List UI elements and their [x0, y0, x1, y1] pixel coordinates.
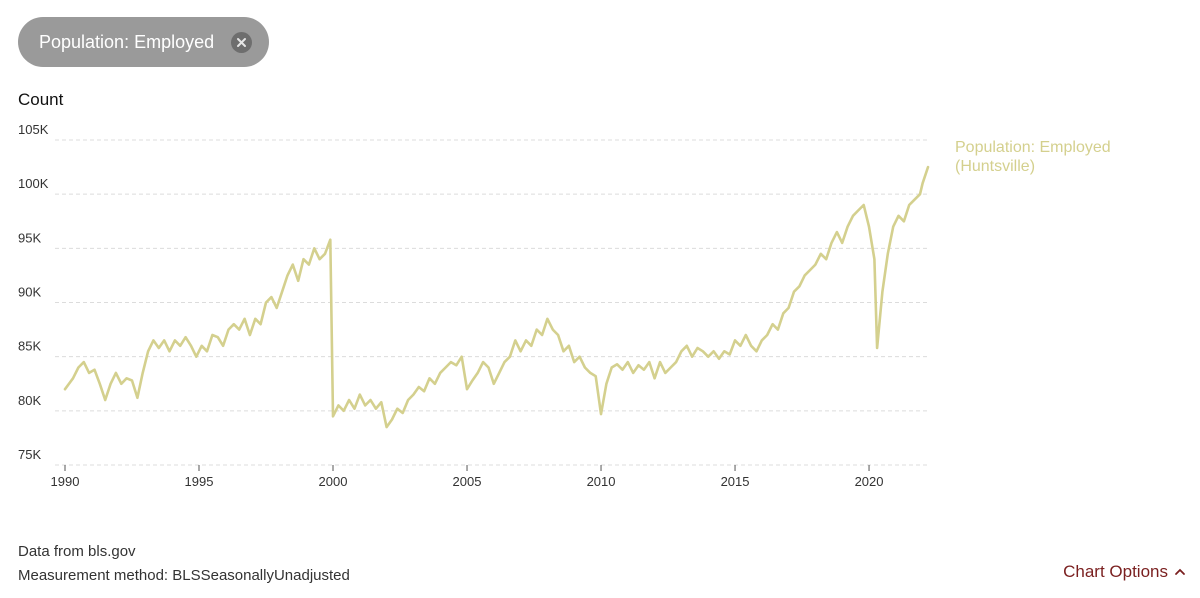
data-source-text: Data from bls.gov: [18, 543, 136, 560]
y-tick-label: 105K: [18, 122, 49, 137]
measurement-method-text: Measurement method: BLSSeasonallyUnadjus…: [18, 567, 350, 584]
line-chart: 75K 80K 85K 90K 95K 100K 105K 1990 1995 2000 2005 2…: [18, 122, 1111, 489]
y-tick-label: 90K: [18, 285, 41, 300]
filter-chip[interactable]: Population: Employed: [18, 17, 269, 67]
x-tick-label: 2000: [319, 474, 348, 489]
y-tick-label: 100K: [18, 176, 49, 191]
y-tick-label: 85K: [18, 339, 41, 354]
filter-chip-label: Population: Employed: [39, 31, 215, 52]
x-tick-label: 2010: [587, 474, 616, 489]
series-label: Population: Employed: [955, 139, 1111, 156]
y-tick-label: 95K: [18, 230, 41, 245]
close-icon[interactable]: [231, 32, 252, 53]
chevron-up-icon: [1175, 568, 1185, 575]
series-line: [63, 165, 930, 429]
x-tick-label: 2005: [453, 474, 482, 489]
chart-options-button[interactable]: Chart Options: [1063, 562, 1186, 582]
y-tick-label: 80K: [18, 393, 41, 408]
series-label: (Huntsville): [955, 158, 1035, 175]
chart-options-label: Chart Options: [1063, 562, 1168, 581]
x-tick-label: 2020: [855, 474, 884, 489]
x-tick-label: 1995: [185, 474, 214, 489]
x-tick-label: 1990: [51, 474, 80, 489]
y-axis-title: Count: [18, 90, 64, 109]
y-tick-label: 75K: [18, 447, 41, 462]
x-tick-label: 2015: [721, 474, 750, 489]
